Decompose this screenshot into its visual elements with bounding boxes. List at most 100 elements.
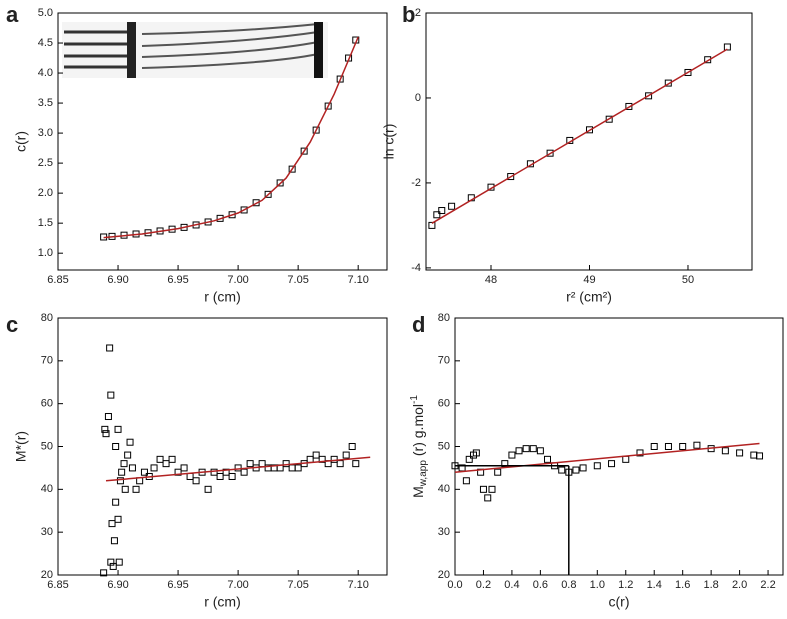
data-point: [348, 443, 356, 450]
data-point: [288, 165, 296, 173]
fit-line: [103, 36, 359, 239]
data-point: [252, 199, 260, 207]
data-point: [112, 443, 120, 450]
data-point: [750, 451, 758, 459]
data-point: [433, 211, 441, 219]
data-point: [507, 173, 515, 181]
fit-line: [454, 442, 760, 473]
data-point: [438, 207, 446, 215]
data-point: [264, 190, 272, 198]
x-tick-label: 6.95: [167, 274, 188, 286]
y-tick-label: 30: [438, 526, 450, 538]
y-axis-label: Mw,app (r) g.mol-1: [409, 395, 429, 498]
data-point: [101, 425, 109, 433]
data-point: [546, 149, 554, 157]
data-point: [150, 464, 158, 472]
y-tick-label: 1.5: [38, 217, 53, 229]
data-point: [515, 447, 523, 455]
data-point: [585, 126, 593, 134]
data-point: [126, 438, 134, 446]
data-point: [282, 460, 290, 468]
data-point: [110, 537, 118, 545]
data-point: [104, 413, 112, 421]
y-tick-label: 2: [415, 7, 421, 19]
x-axis-label: r (cm): [204, 594, 241, 610]
data-point: [114, 515, 122, 523]
y-axis-label: M*(r): [13, 431, 29, 462]
data-point: [352, 460, 360, 468]
x-tick-label: 7.05: [287, 274, 308, 286]
x-tick-label: 1.6: [675, 579, 690, 591]
y-tick-label: 5.0: [38, 7, 53, 19]
data-point: [312, 126, 320, 134]
plot-frame: [57, 12, 388, 271]
y-tick-label: 2.5: [38, 157, 53, 169]
y-tick-label: 60: [41, 398, 53, 410]
y-axis-label: c(r): [13, 131, 29, 152]
data-point: [679, 443, 687, 450]
data-point: [472, 449, 480, 457]
data-point: [186, 472, 194, 480]
data-point: [543, 455, 551, 463]
data-point: [180, 464, 188, 472]
data-point: [664, 443, 672, 450]
data-point: [756, 452, 764, 460]
data-point: [276, 179, 284, 187]
y-tick-label: 70: [438, 355, 450, 367]
data-point: [579, 464, 587, 472]
data-point: [318, 455, 326, 463]
y-tick-label: 20: [438, 569, 450, 581]
y-axis-label-part: -1: [409, 395, 420, 404]
x-tick-label: 6.95: [167, 579, 188, 591]
data-point: [428, 221, 436, 229]
data-point: [107, 558, 115, 566]
data-point: [721, 447, 729, 455]
y-tick-label: 4.5: [38, 37, 53, 49]
data-point: [258, 460, 266, 468]
data-point: [488, 485, 496, 493]
x-tick-label: 6.85: [47, 579, 68, 591]
y-tick-label: -2: [411, 177, 421, 189]
data-point: [636, 449, 644, 457]
data-point: [625, 102, 633, 110]
data-point: [494, 468, 502, 476]
data-point: [107, 391, 115, 399]
x-tick-label: 0.4: [504, 579, 519, 591]
x-tick-label: 7.05: [287, 579, 308, 591]
data-point: [508, 451, 516, 459]
data-point: [448, 202, 456, 210]
x-tick-label: 48: [485, 274, 497, 286]
data-point: [342, 451, 350, 459]
data-point: [465, 455, 473, 463]
y-tick-label: 3.0: [38, 127, 53, 139]
y-tick-label: 1.0: [38, 247, 53, 259]
x-tick-label: 6.90: [107, 579, 128, 591]
data-point: [102, 430, 110, 438]
data-point: [116, 477, 124, 485]
x-tick-label: 50: [682, 274, 694, 286]
data-point: [558, 466, 566, 474]
data-point: [128, 464, 136, 472]
x-tick-label: 2.0: [732, 579, 747, 591]
x-tick-label: 1.0: [590, 579, 605, 591]
x-tick-label: 7.10: [347, 274, 368, 286]
y-tick-label: 20: [41, 569, 53, 581]
y-tick-label: 60: [438, 398, 450, 410]
data-point: [120, 460, 128, 468]
y-tick-label: 40: [41, 483, 53, 495]
fit-line: [105, 456, 371, 482]
y-tick-label: 30: [41, 526, 53, 538]
y-tick-label: 80: [438, 312, 450, 324]
data-point: [336, 460, 344, 468]
inset-image: [62, 22, 328, 78]
data-point: [300, 147, 308, 155]
data-point: [622, 455, 630, 463]
data-point: [174, 468, 182, 476]
y-axis-label: ln c(r): [381, 124, 397, 160]
x-axis-label: r (cm): [204, 289, 241, 305]
data-point: [288, 464, 296, 472]
y-tick-label: 50: [41, 440, 53, 452]
data-point: [108, 520, 116, 528]
data-point: [324, 102, 332, 110]
